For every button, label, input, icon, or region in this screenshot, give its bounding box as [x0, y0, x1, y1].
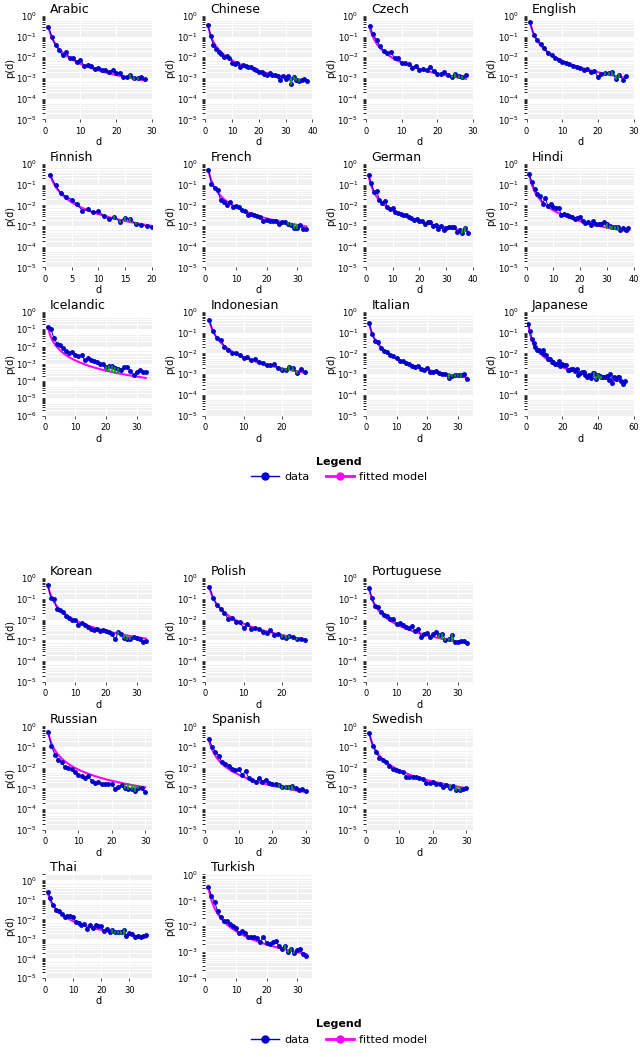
- X-axis label: d: d: [417, 848, 422, 858]
- Text: Spanish: Spanish: [211, 713, 260, 726]
- X-axis label: d: d: [256, 137, 262, 147]
- X-axis label: d: d: [256, 285, 262, 296]
- Text: Portuguese: Portuguese: [371, 565, 442, 578]
- Y-axis label: p(d): p(d): [165, 354, 175, 374]
- Text: Finnish: Finnish: [50, 151, 93, 164]
- X-axis label: d: d: [95, 285, 101, 296]
- Y-axis label: p(d): p(d): [486, 354, 497, 374]
- X-axis label: d: d: [577, 137, 583, 147]
- Y-axis label: p(d): p(d): [326, 620, 336, 639]
- Text: Japanese: Japanese: [532, 299, 589, 312]
- Text: English: English: [532, 3, 577, 16]
- X-axis label: d: d: [577, 285, 583, 296]
- Text: Russian: Russian: [50, 713, 99, 726]
- Text: Hindi: Hindi: [532, 151, 564, 164]
- X-axis label: d: d: [95, 137, 101, 147]
- X-axis label: d: d: [95, 433, 101, 444]
- X-axis label: d: d: [256, 433, 262, 444]
- Text: Turkish: Turkish: [211, 861, 255, 874]
- Y-axis label: p(d): p(d): [326, 206, 336, 226]
- Y-axis label: p(d): p(d): [326, 768, 336, 789]
- Text: Icelandic: Icelandic: [50, 299, 106, 312]
- X-axis label: d: d: [256, 700, 262, 710]
- Y-axis label: p(d): p(d): [165, 206, 175, 226]
- X-axis label: d: d: [417, 433, 422, 444]
- X-axis label: d: d: [417, 700, 422, 710]
- X-axis label: d: d: [95, 996, 101, 1006]
- Y-axis label: p(d): p(d): [4, 58, 15, 77]
- Y-axis label: p(d): p(d): [165, 916, 175, 937]
- Y-axis label: p(d): p(d): [165, 58, 175, 77]
- Text: Indonesian: Indonesian: [211, 299, 279, 312]
- Y-axis label: p(d): p(d): [486, 206, 497, 226]
- Y-axis label: p(d): p(d): [4, 354, 15, 374]
- Text: French: French: [211, 151, 252, 164]
- X-axis label: d: d: [256, 848, 262, 858]
- Y-axis label: p(d): p(d): [326, 58, 336, 77]
- Legend: data, fitted model: data, fitted model: [246, 1015, 432, 1049]
- Y-axis label: p(d): p(d): [4, 916, 15, 937]
- Y-axis label: p(d): p(d): [165, 768, 175, 789]
- X-axis label: d: d: [95, 700, 101, 710]
- X-axis label: d: d: [417, 137, 422, 147]
- Text: Polish: Polish: [211, 565, 247, 578]
- X-axis label: d: d: [256, 996, 262, 1006]
- Y-axis label: p(d): p(d): [4, 768, 15, 789]
- Text: Italian: Italian: [371, 299, 410, 312]
- Y-axis label: p(d): p(d): [4, 620, 15, 639]
- X-axis label: d: d: [95, 848, 101, 858]
- X-axis label: d: d: [577, 433, 583, 444]
- Text: Chinese: Chinese: [211, 3, 260, 16]
- Text: Swedish: Swedish: [371, 713, 423, 726]
- Legend: data, fitted model: data, fitted model: [246, 452, 432, 486]
- Text: Arabic: Arabic: [50, 3, 90, 16]
- Y-axis label: p(d): p(d): [326, 354, 336, 374]
- Y-axis label: p(d): p(d): [165, 620, 175, 639]
- Y-axis label: p(d): p(d): [486, 58, 497, 77]
- Text: Korean: Korean: [50, 565, 93, 578]
- X-axis label: d: d: [417, 285, 422, 296]
- Y-axis label: p(d): p(d): [4, 206, 15, 226]
- Text: Thai: Thai: [50, 861, 77, 874]
- Text: German: German: [371, 151, 422, 164]
- Text: Czech: Czech: [371, 3, 409, 16]
